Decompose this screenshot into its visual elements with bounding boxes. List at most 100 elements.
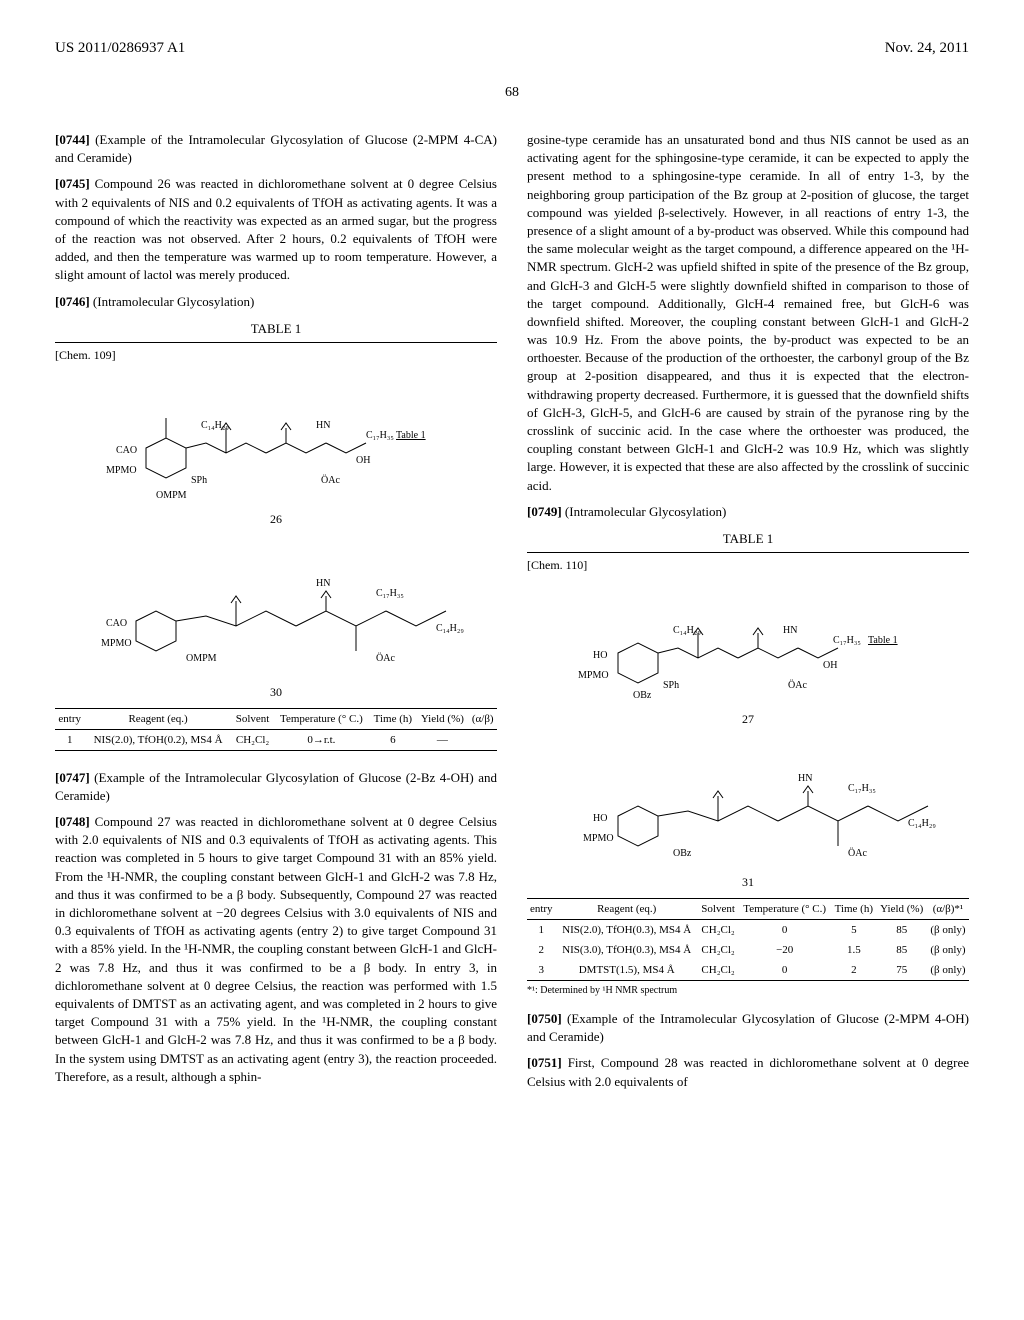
- svg-text:C₁₇H₃₅: C₁₇H₃₅: [833, 635, 861, 646]
- reaction-table-right: entry Reagent (eq.) Solvent Temperature …: [527, 898, 969, 981]
- cell: [468, 729, 497, 750]
- para-0751: [0751] First, Compound 28 was reacted in…: [527, 1054, 969, 1090]
- svg-text:HN: HN: [316, 420, 330, 431]
- col-yield: Yield (%): [416, 708, 468, 729]
- chem-label: [Chem. 109]: [55, 348, 497, 363]
- cell: (β only): [927, 960, 969, 981]
- svg-text:HN: HN: [316, 578, 330, 589]
- svg-text:SPh: SPh: [191, 475, 207, 486]
- para-text: (Example of the Intramolecular Glycosyla…: [527, 1011, 969, 1044]
- content-columns: [0744] (Example of the Intramolecular Gl…: [55, 131, 969, 1099]
- svg-text:C₁₄H₂₉: C₁₄H₂₉: [436, 623, 464, 634]
- svg-text:ÖAc: ÖAc: [788, 679, 807, 691]
- cell: 75: [877, 960, 927, 981]
- cell: —: [416, 729, 468, 750]
- svg-text:MPMO: MPMO: [101, 638, 132, 649]
- para-label: [0751]: [527, 1055, 562, 1070]
- col-yield: Yield (%): [877, 898, 927, 919]
- table-row: 3 DMTST(1.5), MS4 Å CH₂Cl₂ 0 2 75 (β onl…: [527, 960, 969, 981]
- para-0749: [0749] (Intramolecular Glycosylation): [527, 503, 969, 521]
- cell: NIS(3.0), TfOH(0.3), MS4 Å: [555, 940, 697, 960]
- svg-text:OH: OH: [356, 455, 370, 466]
- table-row: 1 NIS(2.0), TfOH(0.2), MS4 Å CH₂Cl₂ 0→r.…: [55, 729, 497, 750]
- svg-text:C₁₇H₃₅: C₁₇H₃₅: [366, 430, 394, 441]
- para-label: [0745]: [55, 176, 90, 191]
- para-text: (Example of the Intramolecular Glycosyla…: [55, 132, 497, 165]
- para-text: (Intramolecular Glycosylation): [93, 294, 254, 309]
- cell: CH₂Cl₂: [698, 960, 738, 981]
- svg-text:MPMO: MPMO: [106, 465, 137, 476]
- col-solvent: Solvent: [698, 898, 738, 919]
- svg-text:ÖAc: ÖAc: [848, 847, 867, 859]
- cell: 85: [877, 940, 927, 960]
- cell: 85: [877, 919, 927, 940]
- patent-number: US 2011/0286937 A1: [55, 40, 185, 57]
- col-entry: entry: [55, 708, 84, 729]
- page-header: US 2011/0286937 A1 Nov. 24, 2011: [55, 40, 969, 65]
- para-text: First, Compound 28 was reacted in dichlo…: [527, 1055, 969, 1088]
- cell: (β only): [927, 919, 969, 940]
- cell: 3: [527, 960, 555, 981]
- svg-text:ÖAc: ÖAc: [376, 652, 395, 664]
- svg-text:C₁₄H₂₉: C₁₄H₂₉: [673, 625, 701, 636]
- para-0746: [0746] (Intramolecular Glycosylation): [55, 293, 497, 311]
- cell: 1.5: [831, 940, 876, 960]
- col-solvent: Solvent: [232, 708, 274, 729]
- svg-text:CAO: CAO: [106, 618, 127, 629]
- table-row: 2 NIS(3.0), TfOH(0.3), MS4 Å CH₂Cl₂ −20 …: [527, 940, 969, 960]
- para-label: [0748]: [55, 814, 90, 829]
- table-footnote: *¹: Determined by ¹H NMR spectrum: [527, 985, 969, 996]
- para-label: [0746]: [55, 294, 90, 309]
- right-column: gosine-type ceramide has an unsaturated …: [527, 131, 969, 1099]
- cell: 2: [831, 960, 876, 981]
- col-entry: entry: [527, 898, 555, 919]
- cell: CH₂Cl₂: [698, 919, 738, 940]
- para-0745: [0745] Compound 26 was reacted in dichlo…: [55, 175, 497, 284]
- svg-text:CAO: CAO: [116, 445, 137, 456]
- svg-text:MPMO: MPMO: [583, 833, 614, 844]
- para-label: [0750]: [527, 1011, 562, 1026]
- svg-text:SPh: SPh: [663, 680, 679, 691]
- col-ratio: (α/β): [468, 708, 497, 729]
- para-label: [0749]: [527, 504, 562, 519]
- para-label: [0747]: [55, 770, 90, 785]
- table-title: TABLE 1: [55, 321, 497, 337]
- chem-structure-26: CAO MPMO OMPM SPh C₁₄H₂₉ HN C₁₇H₃₅ OH ÖA…: [86, 368, 466, 508]
- col-time: Time (h): [831, 898, 876, 919]
- chem-label: [Chem. 110]: [527, 558, 969, 573]
- left-column: [0744] (Example of the Intramolecular Gl…: [55, 131, 497, 1099]
- compound-number-30: 30: [55, 685, 497, 700]
- para-text: Compound 27 was reacted in dichlorometha…: [55, 814, 497, 1084]
- svg-text:C₁₇H₃₅: C₁₇H₃₅: [848, 783, 876, 794]
- svg-text:OH: OH: [823, 660, 837, 671]
- chem-structure-27: HO MPMO OBz SPh C₁₄H₂₉ HN C₁₇H₃₅ OH ÖAc …: [558, 578, 938, 708]
- reaction-table-left: entry Reagent (eq.) Solvent Temperature …: [55, 708, 497, 751]
- svg-text:C₁₇H₃₅: C₁₇H₃₅: [376, 588, 404, 599]
- svg-text:HO: HO: [593, 813, 607, 824]
- cell: 1: [527, 919, 555, 940]
- col-time: Time (h): [369, 708, 416, 729]
- svg-text:C₁₄H₂₉: C₁₄H₂₉: [908, 818, 936, 829]
- para-continuation: gosine-type ceramide has an unsaturated …: [527, 131, 969, 495]
- svg-text:OBz: OBz: [673, 848, 692, 859]
- cell: 6: [369, 729, 416, 750]
- cell: DMTST(1.5), MS4 Å: [555, 960, 697, 981]
- cell: 0→r.t.: [273, 729, 369, 750]
- col-temp: Temperature (° C.): [273, 708, 369, 729]
- para-text: (Example of the Intramolecular Glycosyla…: [55, 770, 497, 803]
- col-temp: Temperature (° C.): [738, 898, 831, 919]
- cell: −20: [738, 940, 831, 960]
- para-text: gosine-type ceramide has an unsaturated …: [527, 132, 969, 493]
- cell: 1: [55, 729, 84, 750]
- chem-structure-30: CAO MPMO OMPM HN C₁₇H₃₅ C₁₄H₂₉ ÖAc: [76, 531, 476, 681]
- svg-text:HO: HO: [593, 650, 607, 661]
- cell: 2: [527, 940, 555, 960]
- para-label: [0744]: [55, 132, 90, 147]
- table-title: TABLE 1: [527, 531, 969, 547]
- table-rule: [55, 342, 497, 343]
- cell: NIS(2.0), TfOH(0.3), MS4 Å: [555, 919, 697, 940]
- svg-text:OBz: OBz: [633, 690, 652, 701]
- col-reagent: Reagent (eq.): [84, 708, 231, 729]
- publication-date: Nov. 24, 2011: [885, 40, 969, 57]
- svg-text:C₁₄H₂₉: C₁₄H₂₉: [201, 420, 229, 431]
